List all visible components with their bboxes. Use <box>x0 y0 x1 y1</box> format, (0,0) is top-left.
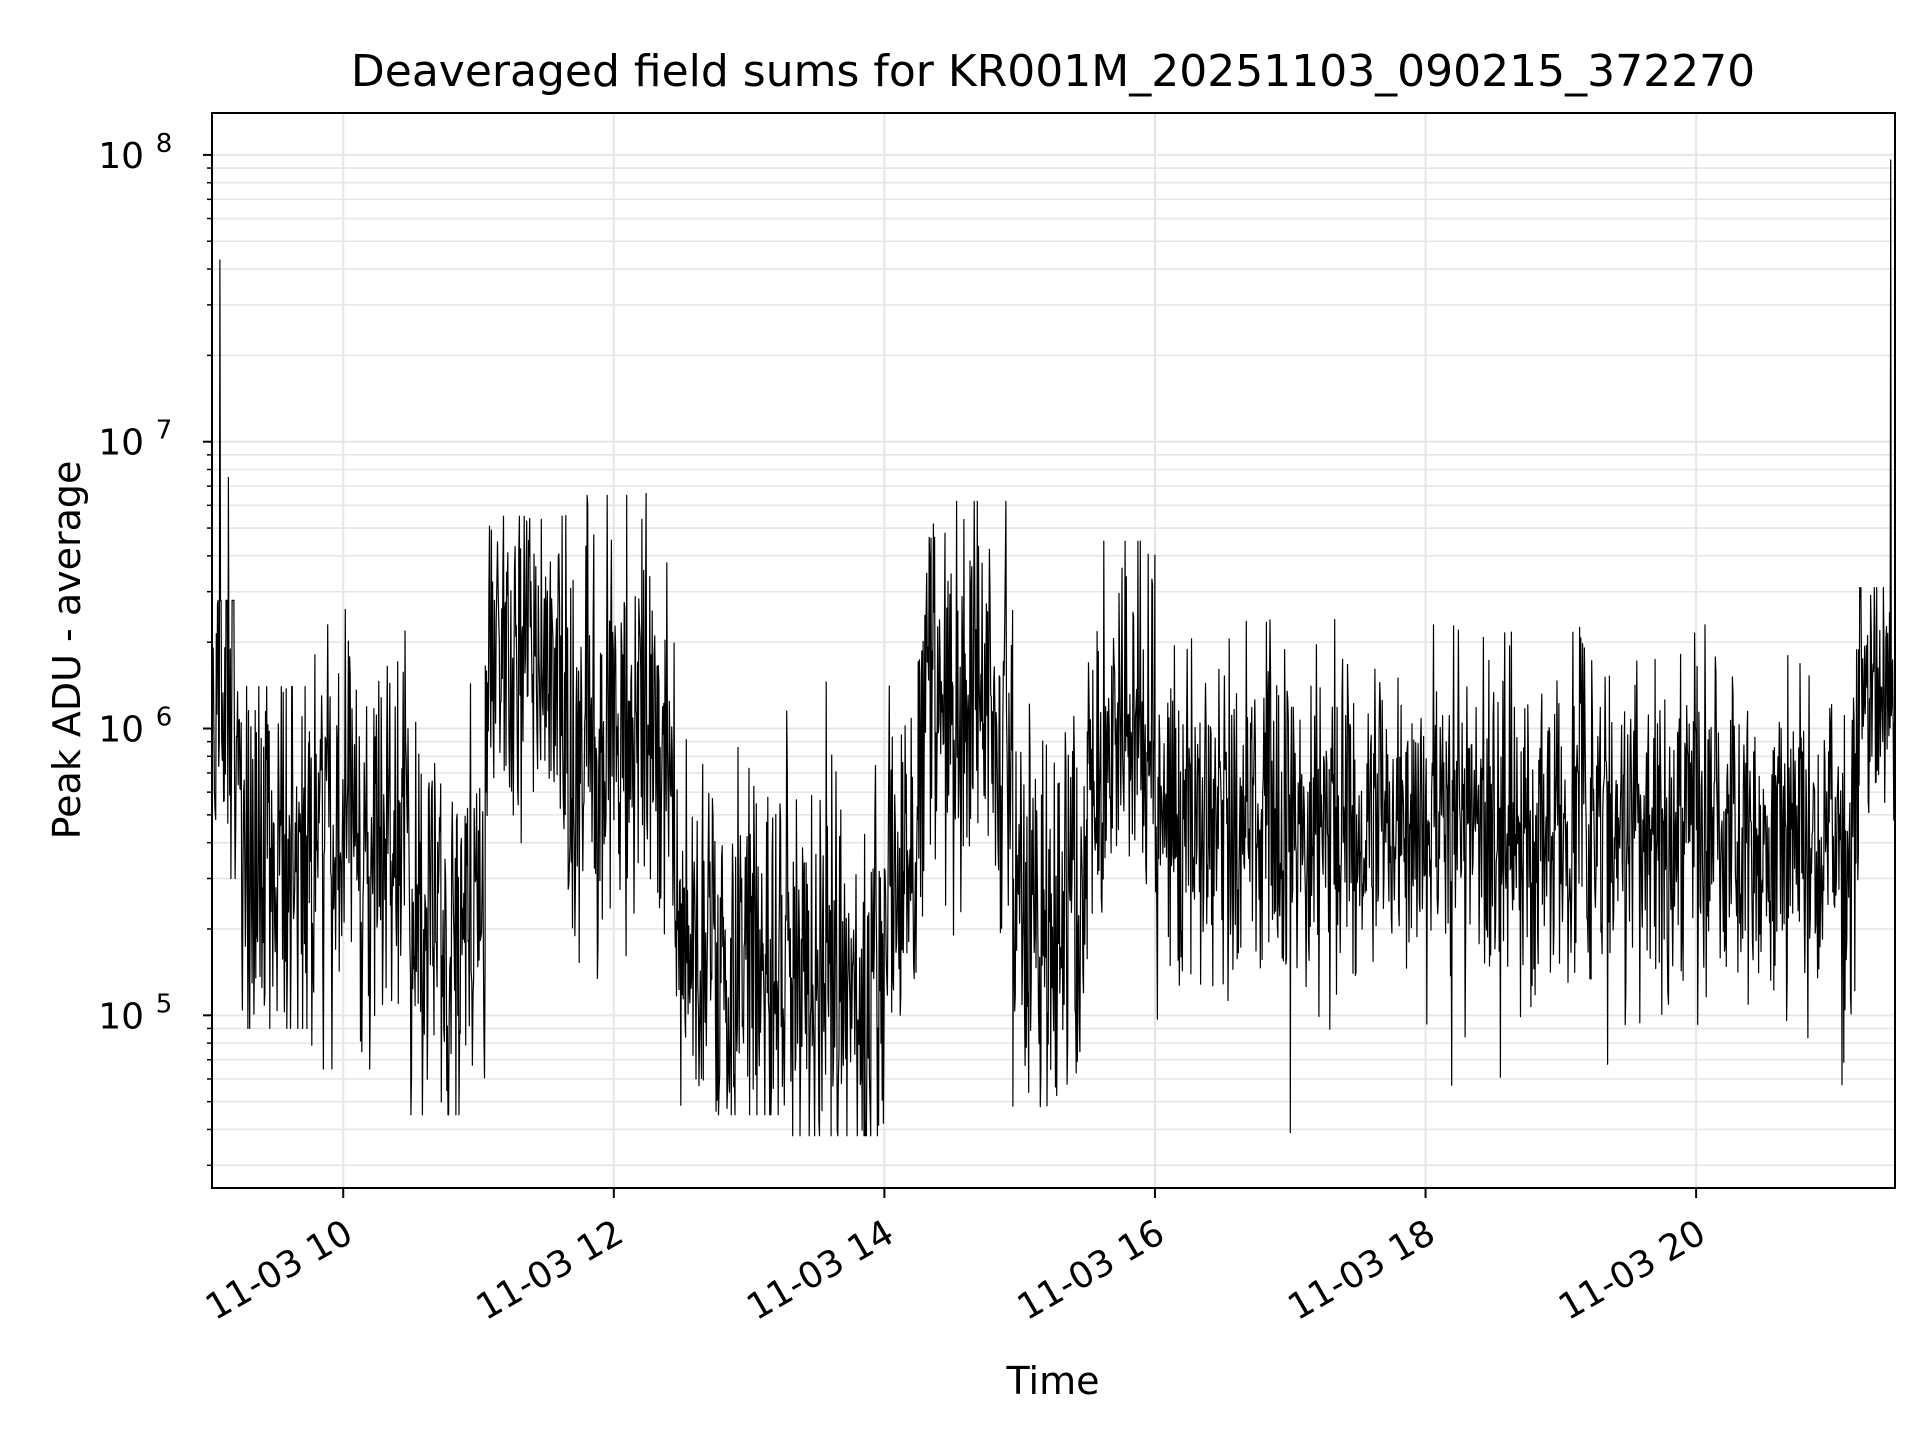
y-tick-label: 10 <box>98 136 144 177</box>
x-ticks: 11-03 10 11-03 12 11-03 14 11-03 16 11-03 18… <box>199 1188 1713 1329</box>
series-line <box>211 159 1896 1137</box>
y-tick-exponent: 6 <box>156 703 173 733</box>
plot-frame <box>211 112 1896 1189</box>
x-tick-label: 11-03 18 <box>1281 1212 1442 1328</box>
y-tick-exponent: 8 <box>156 129 173 159</box>
y-tick-exponent: 7 <box>156 416 173 446</box>
x-tick-label: 11-03 14 <box>740 1212 901 1328</box>
chart-title: Deaveraged field sums for KR001M_2025110… <box>351 46 1755 97</box>
x-tick-label: 11-03 20 <box>1552 1212 1713 1328</box>
y-tick-exponent: 5 <box>156 989 173 1019</box>
y-tick-label: 10 <box>98 710 144 751</box>
x-tick-label: 11-03 16 <box>1011 1212 1172 1328</box>
x-axis-label: Time <box>1006 1359 1100 1403</box>
y-tick-label: 10 <box>98 423 144 464</box>
x-tick-label: 11-03 10 <box>199 1212 360 1328</box>
y-ticks: 10 5 10 6 10 7 10 8 <box>98 129 212 1167</box>
y-grid-lines <box>212 153 1895 1167</box>
y-tick-label: 10 <box>98 996 144 1037</box>
x-tick-label: 11-03 12 <box>470 1212 631 1328</box>
y-axis-label: Peak ADU - average <box>45 461 89 840</box>
